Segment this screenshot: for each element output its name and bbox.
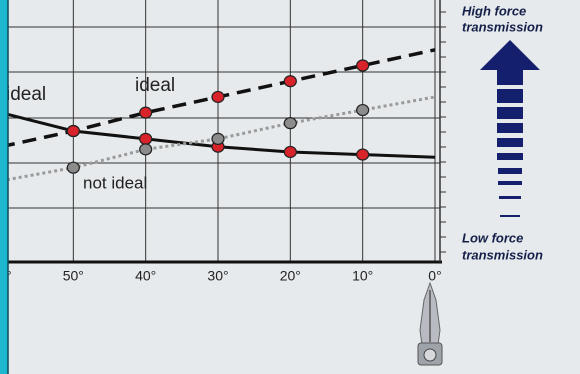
x-tick-label: 10°	[352, 268, 373, 284]
arrow-segment	[497, 107, 523, 119]
annotation: Low force	[462, 230, 523, 245]
arrow-segment	[500, 215, 520, 217]
x-tick-label: 40°	[135, 268, 156, 284]
x-tick-label: 30°	[207, 268, 228, 284]
series-label: ideal	[6, 84, 46, 105]
data-point	[67, 162, 79, 173]
series-label: ideal	[135, 75, 175, 96]
arrow-segment	[497, 153, 523, 160]
data-point	[357, 60, 369, 71]
arrow-segment	[497, 89, 523, 103]
side-strip	[0, 0, 8, 374]
arrow-segment	[498, 168, 522, 174]
data-point	[67, 126, 79, 137]
arrow-segment	[497, 138, 523, 147]
arrow-segment	[499, 196, 521, 199]
gripper-pin	[424, 349, 436, 361]
data-point	[140, 133, 152, 144]
data-point	[140, 107, 152, 118]
x-tick-label: 0°	[428, 268, 441, 284]
data-point	[357, 105, 369, 116]
series-label: not ideal	[83, 173, 147, 192]
arrow-segment	[498, 181, 522, 185]
x-tick-label: 20°	[280, 268, 301, 284]
data-point	[357, 149, 369, 160]
chart: ideal ideal not ideal High force transmiss…	[0, 0, 580, 374]
arrow-segment	[497, 123, 523, 133]
annotation: transmission	[462, 247, 543, 262]
data-point	[212, 91, 224, 102]
data-point	[140, 144, 152, 155]
data-point	[284, 118, 296, 129]
annotation: High force	[462, 3, 526, 18]
x-tick-label: 50°	[63, 268, 84, 284]
data-point	[212, 133, 224, 144]
data-point	[284, 76, 296, 87]
data-point	[284, 146, 296, 157]
annotation: transmission	[462, 19, 543, 34]
arrow-segment	[497, 69, 523, 85]
